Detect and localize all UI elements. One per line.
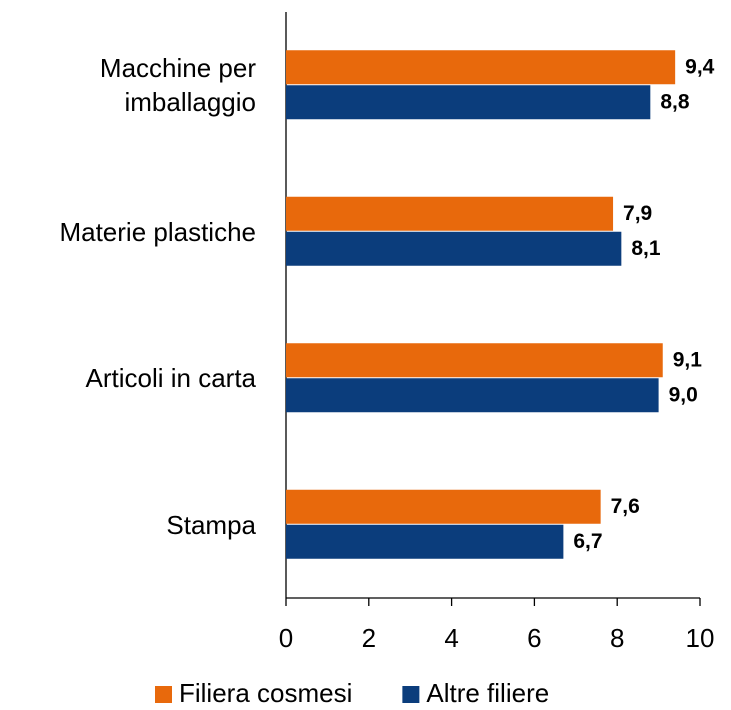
x-tick-label: 4 [444, 623, 458, 653]
value-label: 8,1 [631, 237, 661, 260]
y-tick-label: Articoli in carta [85, 363, 257, 394]
x-tick-label: 10 [686, 623, 715, 653]
legend-label: Filiera cosmesi [179, 678, 352, 708]
y-tick-label: Macchine per imballaggio [99, 53, 256, 118]
y-tick-label: Materie plastiche [59, 216, 256, 247]
y-tick-label: Stampa [166, 509, 256, 540]
x-tick-label: 2 [362, 623, 376, 653]
legend-swatch [155, 686, 172, 703]
bar [286, 378, 659, 413]
value-label: 7,6 [611, 495, 640, 518]
x-tick-label: 0 [279, 623, 293, 653]
value-label: 6,7 [573, 530, 602, 553]
value-label: 9,4 [685, 55, 715, 78]
x-tick-label: 6 [527, 623, 541, 653]
bar [286, 489, 601, 524]
bar [286, 85, 651, 120]
value-label: 7,9 [623, 202, 652, 225]
value-label: 9,0 [669, 383, 698, 406]
bar [286, 231, 622, 266]
bar [286, 524, 564, 559]
value-label: 9,1 [673, 348, 703, 371]
bar [286, 196, 614, 231]
bar [286, 343, 663, 378]
legend-swatch [402, 686, 420, 703]
x-tick-label: 8 [610, 623, 624, 653]
value-label: 8,8 [660, 90, 690, 113]
bar [286, 50, 676, 85]
legend-label: Altre filiere [426, 678, 549, 708]
